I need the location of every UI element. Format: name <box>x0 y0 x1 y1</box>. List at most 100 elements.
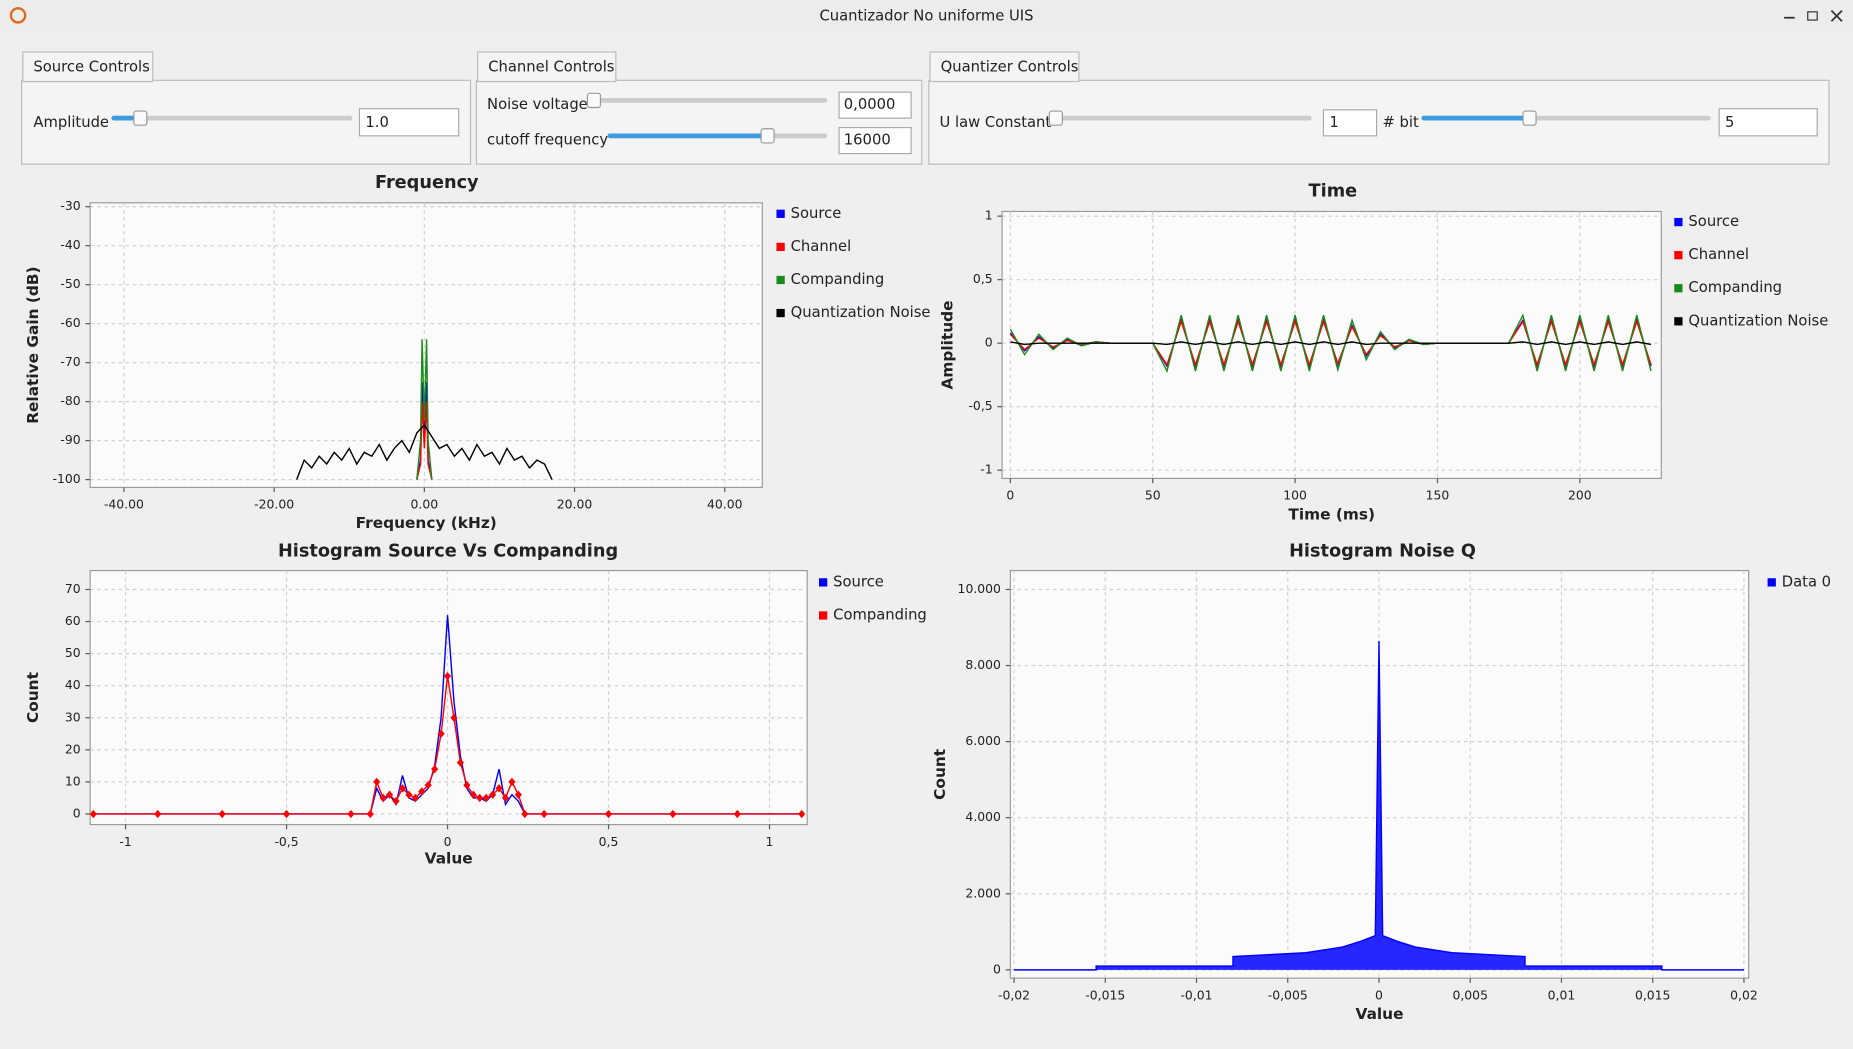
x-tick-label: 0,01 <box>1548 987 1576 1002</box>
window-title: Cuantizador No uniforme UIS <box>819 8 1033 25</box>
x-tick-label: 50 <box>1145 488 1161 503</box>
y-tick-label: -80 <box>60 393 80 408</box>
y-tick-label: -70 <box>60 354 80 369</box>
field-label: # bit <box>1382 114 1419 131</box>
series-line <box>416 339 433 480</box>
legend-label: Companding <box>833 606 927 623</box>
y-tick-label: 40 <box>65 677 81 692</box>
slider-track[interactable] <box>587 98 828 103</box>
tab-label: Channel Controls <box>488 58 614 75</box>
legend-label: Quantization Noise <box>791 304 931 321</box>
y-tick-label: 50 <box>65 645 81 660</box>
slider-handle[interactable] <box>760 128 775 144</box>
x-tick-label: 0 <box>1006 488 1014 503</box>
slider-handle[interactable] <box>133 110 148 126</box>
x-tick-label: 0 <box>1375 987 1383 1002</box>
x-axis-label: Frequency (kHz) <box>356 514 497 532</box>
x-axis-label: Value <box>425 849 473 867</box>
y-tick-label: -1 <box>980 462 992 477</box>
legend-swatch <box>776 242 785 252</box>
chart-title: Time <box>1309 181 1358 201</box>
input-value: 1.0 <box>365 114 388 131</box>
y-tick-label: 10 <box>65 773 81 788</box>
spin-box[interactable] <box>1322 109 1378 137</box>
x-tick-label: 0.00 <box>411 497 439 512</box>
slider-handle[interactable] <box>586 92 602 109</box>
slider-fill <box>1421 115 1529 121</box>
x-tick-label: 40.00 <box>707 497 743 512</box>
data-point <box>373 777 381 787</box>
text-input[interactable] <box>1718 108 1818 137</box>
x-tick-label: -20.00 <box>254 497 294 512</box>
series-line <box>296 423 553 480</box>
chart-title: Histogram Noise Q <box>1289 542 1476 562</box>
x-tick-label: 0,5 <box>599 834 619 849</box>
x-tick-label: -0,01 <box>1180 987 1212 1002</box>
legend-label: Companding <box>1688 279 1782 296</box>
y-tick-label: 60 <box>65 613 81 628</box>
y-axis-label: Amplitude <box>938 300 956 389</box>
slider-handle[interactable] <box>1522 110 1537 126</box>
y-tick-label: 0 <box>985 335 993 350</box>
y-tick-label: 8.000 <box>965 657 1001 672</box>
data-point <box>469 790 477 799</box>
slider-track[interactable] <box>1048 115 1312 121</box>
data-point <box>514 790 522 799</box>
y-tick-label: 4.000 <box>965 809 1001 824</box>
tab[interactable] <box>22 51 154 83</box>
legend-swatch <box>1674 317 1683 326</box>
tab[interactable] <box>929 51 1080 83</box>
maximize-button[interactable] <box>1807 11 1818 21</box>
y-axis-label: Count <box>24 672 42 723</box>
legend-label: Companding <box>791 271 885 288</box>
x-tick-label: 100 <box>1283 488 1307 503</box>
legend-label: Source <box>791 205 842 222</box>
slider-handle[interactable] <box>1048 110 1063 126</box>
series-line <box>416 401 433 480</box>
panel <box>928 79 1830 165</box>
input-value: 16000 <box>844 132 891 149</box>
y-tick-label: -90 <box>60 432 80 447</box>
x-tick-label: -0,02 <box>998 987 1030 1002</box>
legend-label: Quantization Noise <box>1688 312 1828 329</box>
x-tick-label: 200 <box>1568 488 1592 503</box>
y-tick-label: -30 <box>60 198 80 213</box>
input-value: 5 <box>1725 114 1734 131</box>
y-tick-label: 0 <box>73 805 81 820</box>
y-tick-label: 0 <box>993 961 1001 976</box>
input-value: 1 <box>1329 114 1338 131</box>
tab[interactable] <box>477 51 617 83</box>
x-tick-label: 0,005 <box>1452 987 1487 1002</box>
x-tick-label: -40.00 <box>104 497 144 512</box>
x-axis-label: Time (ms) <box>1288 506 1375 524</box>
x-tick-label: 1 <box>766 834 774 849</box>
app-icon <box>9 7 27 24</box>
x-axis-label: Value <box>1356 1005 1404 1023</box>
y-tick-label: -60 <box>60 315 80 330</box>
legend-swatch <box>819 578 828 587</box>
legend-label: Data 0 <box>1782 573 1831 590</box>
title-bar <box>0 0 1853 34</box>
spin-box[interactable] <box>838 126 912 155</box>
y-axis-label: Count <box>931 749 949 800</box>
slider-track[interactable] <box>111 115 353 121</box>
y-tick-label: 1 <box>985 208 993 223</box>
text-input[interactable] <box>358 108 460 137</box>
tab-label: Quantizer Controls <box>941 58 1079 75</box>
y-tick-label: 0,5 <box>973 271 993 286</box>
x-tick-label: -0,015 <box>1085 987 1125 1002</box>
spin-box[interactable] <box>838 91 912 119</box>
x-tick-label: -0,005 <box>1268 987 1308 1002</box>
data-point <box>405 790 413 799</box>
close-button[interactable] <box>1830 10 1843 22</box>
y-tick-label: -0,5 <box>968 398 992 413</box>
data-point <box>386 790 394 799</box>
tab-label: Source Controls <box>33 58 149 75</box>
y-axis-label: Relative Gain (dB) <box>24 266 42 423</box>
y-tick-label: 30 <box>65 709 81 724</box>
field-label: Amplitude <box>33 114 109 131</box>
legend-swatch <box>1674 251 1683 260</box>
legend-swatch <box>776 308 785 318</box>
chart-title: Histogram Source Vs Companding <box>278 542 618 562</box>
